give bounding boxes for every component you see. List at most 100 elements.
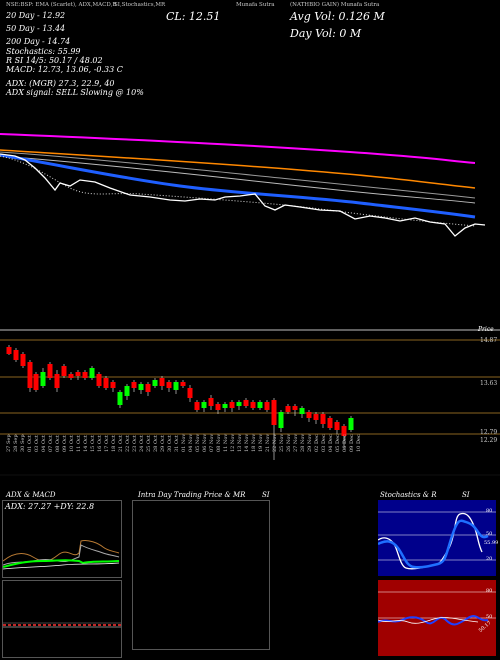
date-label: 04 Dec bbox=[328, 434, 334, 452]
avg-volume: Avg Vol: 0.126 M bbox=[290, 10, 385, 23]
date-label: 01 Oct bbox=[27, 435, 33, 452]
date-label: 16 Oct bbox=[97, 435, 103, 452]
stochastics-panel: 80 50 55.99 20 bbox=[378, 500, 499, 576]
candle-body bbox=[215, 404, 221, 410]
date-label: 19 Nov bbox=[258, 433, 264, 452]
date-label: 30 Sep bbox=[20, 434, 26, 452]
adx-panel-title: ADX & MACD bbox=[6, 491, 56, 499]
price-axis-label-2: 13.63 bbox=[480, 380, 498, 387]
header-top-right-a: Munafa Sutra bbox=[236, 2, 275, 8]
date-label: 04 Oct bbox=[41, 435, 47, 452]
date-label: 07 Oct bbox=[48, 435, 54, 452]
candle-body bbox=[152, 380, 158, 386]
candle-body bbox=[236, 402, 242, 406]
date-label: 08 Oct bbox=[55, 435, 61, 452]
adx-chart bbox=[3, 540, 120, 570]
date-label: 06 Nov bbox=[202, 433, 208, 452]
candle-body bbox=[271, 400, 277, 425]
candle-body bbox=[166, 382, 172, 388]
date-label: 07 Nov bbox=[209, 433, 215, 452]
stoch-panel-title-si: SI bbox=[462, 491, 470, 499]
date-label: 15 Oct bbox=[90, 435, 96, 452]
macd-panel bbox=[2, 580, 122, 658]
candle-body bbox=[75, 372, 81, 376]
rsi-axis-80: 80 bbox=[486, 588, 493, 594]
candle-body bbox=[145, 384, 151, 392]
date-label: 28 Sep bbox=[13, 434, 19, 452]
date-label: 27 Sep bbox=[6, 434, 12, 452]
candle-body bbox=[243, 400, 249, 406]
day-volume: Day Vol: 0 M bbox=[290, 27, 362, 40]
date-label: 05 Dec bbox=[335, 434, 341, 452]
date-label: 09 Dec bbox=[349, 434, 355, 452]
date-label: 14 Nov bbox=[244, 433, 250, 452]
stoch-value-label: 55.99 bbox=[484, 540, 499, 546]
candle-body bbox=[173, 382, 179, 390]
candle-body bbox=[33, 374, 39, 390]
candle-body bbox=[320, 414, 326, 424]
price-axis-label-1: 14.87 bbox=[480, 337, 498, 344]
stoch-chart bbox=[378, 511, 496, 570]
intraday-panel bbox=[132, 500, 270, 650]
candle-body bbox=[131, 382, 137, 388]
date-label: 05 Nov bbox=[195, 433, 201, 452]
candle-body bbox=[285, 406, 291, 412]
candle-body bbox=[348, 418, 354, 430]
header-top-mid: SI,Stochastics,MR bbox=[114, 2, 166, 8]
candle-body bbox=[124, 386, 130, 396]
price-axis-label-4: 12.29 bbox=[480, 437, 498, 444]
price-close-line bbox=[0, 153, 486, 237]
candle-body bbox=[68, 374, 74, 378]
date-label: 09 Oct bbox=[62, 435, 68, 452]
date-label: 26 Nov bbox=[286, 433, 292, 452]
date-label: 31 Oct bbox=[174, 435, 180, 452]
intra-panel-title-si: SI bbox=[262, 491, 270, 499]
candle-body bbox=[180, 382, 186, 386]
candle-body bbox=[208, 398, 214, 406]
adx-panel: ADX: 27.27 +DY: 22.8 bbox=[2, 500, 122, 578]
candle-body bbox=[327, 418, 333, 428]
date-label: 14 Oct bbox=[83, 435, 89, 452]
date-label: 22 Nov bbox=[272, 433, 278, 452]
candle-body bbox=[96, 374, 102, 386]
date-label: 10 Oct bbox=[69, 435, 75, 452]
candle-body bbox=[40, 372, 46, 386]
date-label: 18 Nov bbox=[251, 433, 257, 452]
date-label: 18 Oct bbox=[111, 435, 117, 452]
date-label: 29 Nov bbox=[307, 433, 313, 452]
ema-grey-line-2 bbox=[0, 155, 476, 204]
date-label: 02 Dec bbox=[314, 434, 320, 452]
candle-body bbox=[138, 384, 144, 390]
date-label: 06 Dec bbox=[342, 434, 348, 452]
stoch-panel-title: Stochastics & R bbox=[380, 491, 437, 499]
date-label: 24 Oct bbox=[139, 435, 145, 452]
date-label: 28 Oct bbox=[153, 435, 159, 452]
date-label: 30 Oct bbox=[167, 435, 173, 452]
candle-body bbox=[20, 354, 26, 366]
date-label: 12 Nov bbox=[230, 433, 236, 452]
date-label: 11 Nov bbox=[223, 433, 229, 452]
ema50-line bbox=[0, 153, 476, 219]
date-label: 29 Oct bbox=[160, 435, 166, 452]
ema50-label: 50 Day - 13.44 bbox=[6, 24, 66, 33]
ema200-line bbox=[0, 149, 476, 189]
candle-body bbox=[292, 406, 298, 410]
date-label: 25 Oct bbox=[146, 435, 152, 452]
stoch-axis-20: 20 bbox=[486, 556, 493, 562]
date-label: 22 Oct bbox=[125, 435, 131, 452]
candle-body bbox=[306, 412, 312, 418]
candle-body bbox=[110, 382, 116, 388]
date-label: 13 Nov bbox=[237, 433, 243, 452]
macd-label: MACD: 12.73, 13.06, -0.33 C bbox=[6, 65, 123, 74]
rsi-label: R SI 14/5: 50.17 / 48.02 bbox=[6, 56, 103, 65]
candle-body bbox=[187, 388, 193, 398]
candle-body bbox=[201, 402, 207, 408]
date-label: 08 Nov bbox=[216, 433, 222, 452]
date-label: 21 Nov bbox=[265, 433, 271, 452]
date-label: 10 Dec bbox=[356, 434, 362, 452]
ema20-dotted-line bbox=[0, 155, 476, 227]
date-label: 25 Nov bbox=[279, 433, 285, 452]
candle-body bbox=[61, 366, 67, 376]
candle-body bbox=[27, 362, 33, 388]
